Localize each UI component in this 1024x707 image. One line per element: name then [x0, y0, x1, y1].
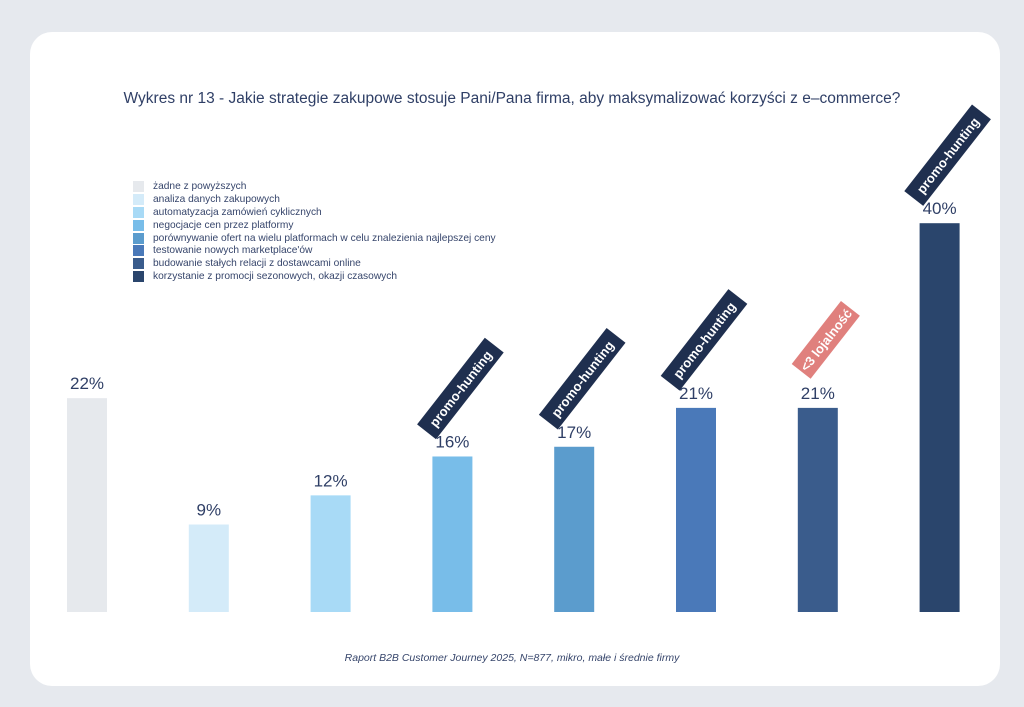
bar [676, 407, 716, 612]
legend-swatch [133, 271, 144, 283]
legend-swatch [133, 206, 144, 218]
legend-label: żadne z powyższych [153, 180, 247, 192]
legend-item: automatyzacja zamówień cyklicznych [133, 206, 496, 219]
promo-hunting-tag: promo-hunting [417, 337, 504, 440]
legend-label: porównywanie ofert na wielu platformach … [153, 232, 496, 244]
tag-label: promo-hunting [548, 338, 617, 420]
tag-background [417, 337, 504, 440]
bar [919, 223, 960, 612]
legend-item: testowanie nowych marketplace'ów [133, 244, 496, 257]
tag-label: <3 lojalność [797, 306, 855, 374]
bar-value-label: 21% [679, 384, 713, 403]
bar [188, 524, 229, 612]
bar [554, 446, 595, 612]
legend-item: korzystanie z promocji sezonowych, okazj… [133, 270, 496, 283]
legend-item: analiza danych zakupowych [133, 193, 496, 206]
promo-hunting-tag: promo-hunting [904, 104, 991, 206]
tag-background [904, 104, 991, 206]
bar [797, 407, 838, 612]
legend-label: korzystanie z promocji sezonowych, okazj… [153, 271, 398, 283]
legend-swatch [133, 232, 144, 244]
bar-value-label: 16% [435, 432, 469, 451]
bar [310, 495, 351, 612]
legend-item: negocjacje cen przez platformy [133, 219, 496, 232]
bar-value-label: 40% [923, 199, 957, 218]
chart-title: Wykres nr 13 - Jakie strategie zakupowe … [123, 90, 901, 107]
legend-item: porównywanie ofert na wielu platformach … [133, 232, 496, 245]
legend-swatch [133, 258, 144, 270]
legend-item: żadne z powyższych [133, 180, 496, 193]
chart-legend: żadne z powyższych analiza danych zakupow… [133, 180, 496, 283]
legend-label: budowanie stałych relacji z dostawcami o… [153, 258, 361, 270]
tag-background [538, 328, 626, 430]
legend-label: testowanie nowych marketplace'ów [153, 245, 313, 257]
bar [67, 398, 107, 612]
legend-label: automatyzacja zamówień cyklicznych [153, 206, 322, 218]
legend-item: budowanie stałych relacji z dostawcami o… [133, 257, 496, 270]
legend-swatch [133, 193, 144, 205]
bar-value-label: 22% [70, 374, 104, 393]
tag-background [791, 300, 860, 379]
bar-value-label: 21% [801, 384, 835, 403]
legend-label: analiza danych zakupowych [153, 193, 280, 205]
legend-swatch [133, 180, 144, 192]
bar-value-label: 17% [557, 423, 591, 442]
source-note: Raport B2B Customer Journey 2025, N=877,… [344, 652, 680, 664]
tag-label: promo-hunting [426, 348, 495, 430]
promo-hunting-tag: promo-hunting [660, 289, 748, 391]
tag-label: promo-hunting [670, 299, 739, 381]
bar-value-label: 12% [314, 471, 348, 490]
tag-label: promo-hunting [914, 114, 983, 196]
bar-value-label: 9% [197, 501, 222, 520]
bar [432, 456, 473, 612]
loyalty-tag: <3 lojalność [791, 300, 860, 379]
tag-background [660, 289, 748, 391]
legend-swatch [133, 219, 144, 231]
legend-swatch [133, 245, 144, 257]
legend-label: negocjacje cen przez platformy [153, 219, 294, 231]
promo-hunting-tag: promo-hunting [538, 328, 626, 430]
